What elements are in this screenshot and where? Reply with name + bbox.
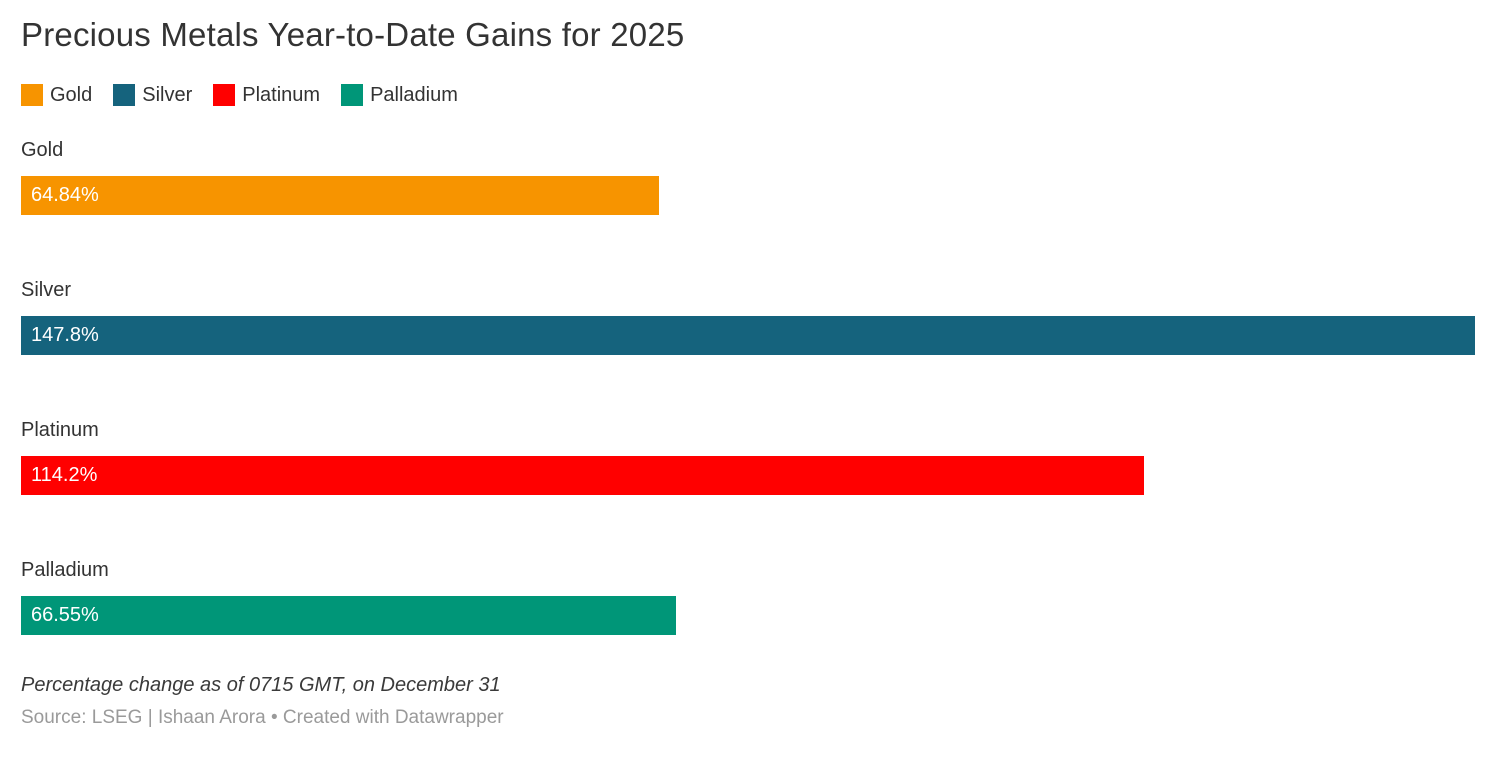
chart-container: Precious Metals Year-to-Date Gains for 2… (21, 16, 1475, 728)
bar-row-palladium: Palladium 66.55% (21, 559, 1475, 635)
legend-label-palladium: Palladium (370, 83, 458, 106)
legend-item-silver: Silver (113, 83, 193, 106)
chart-source: Source: LSEG | Ishaan Arora • Created wi… (21, 706, 504, 728)
legend-swatch-silver (113, 83, 136, 106)
legend-label-silver: Silver (142, 83, 193, 106)
category-label-platinum: Platinum (21, 418, 99, 441)
chart-title: Precious Metals Year-to-Date Gains for 2… (21, 16, 685, 53)
bar-gold: 64.84% (21, 175, 659, 215)
bar-value-label-silver: 147.8% (31, 323, 99, 346)
bar-row-platinum: Platinum 114.2% (21, 419, 1475, 495)
bar-value-label-gold: 64.84% (31, 183, 99, 206)
category-label-gold: Gold (21, 138, 64, 161)
bar-platinum: 114.2% (21, 455, 1145, 495)
legend-label-gold: Gold (50, 83, 93, 106)
bar-silver: 147.8% (21, 315, 1475, 355)
legend-swatch-gold (21, 83, 43, 106)
bar-row-gold: Gold 64.84% (21, 139, 1475, 215)
chart-note: Percentage change as of 0715 GMT, on Dec… (21, 673, 501, 696)
legend-item-gold: Gold (21, 83, 93, 106)
bar-row-silver: Silver 147.8% (21, 279, 1475, 355)
legend-item-palladium: Palladium (341, 83, 458, 106)
bar-value-label-palladium: 66.55% (31, 603, 99, 626)
legend-swatch-platinum (213, 83, 236, 106)
legend-label-platinum: Platinum (242, 83, 321, 106)
bar-value-label-platinum: 114.2% (31, 463, 98, 486)
category-label-silver: Silver (21, 278, 72, 301)
legend-swatch-palladium (341, 83, 364, 106)
legend: Gold Silver Platinum Palladium (21, 83, 1475, 106)
category-label-palladium: Palladium (21, 558, 109, 581)
legend-item-platinum: Platinum (213, 83, 321, 106)
bar-chart: Gold 64.84% Silver 147.8% Platinum 114.2% Pall… (21, 139, 1475, 635)
bar-palladium: 66.55% (21, 595, 676, 635)
